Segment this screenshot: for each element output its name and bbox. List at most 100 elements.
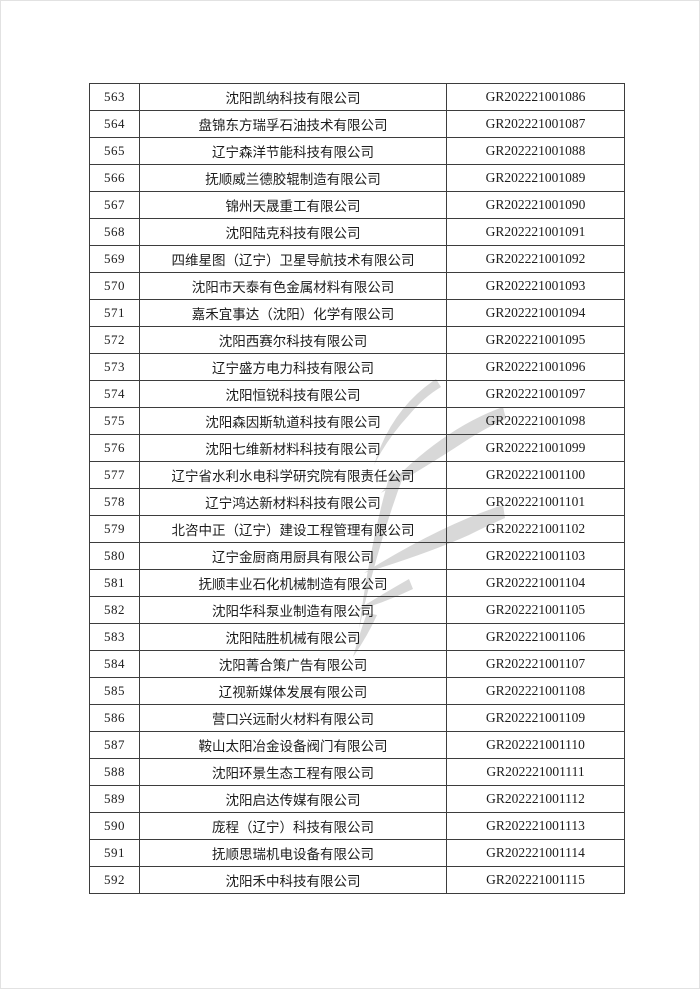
certificate-code: GR202221001092 bbox=[446, 245, 625, 273]
certificate-code: GR202221001114 bbox=[446, 839, 625, 867]
certificate-code: GR202221001103 bbox=[446, 542, 625, 570]
row-number: 588 bbox=[89, 758, 140, 786]
company-name: 嘉禾宜事达（沈阳）化学有限公司 bbox=[139, 299, 447, 327]
company-name: 沈阳森因斯轨道科技有限公司 bbox=[139, 407, 447, 435]
table-row: 574 沈阳恒锐科技有限公司 GR202221001097 bbox=[89, 380, 625, 408]
certificate-code: GR202221001089 bbox=[446, 164, 625, 192]
company-name: 抚顺丰业石化机械制造有限公司 bbox=[139, 569, 447, 597]
table-row: 585 辽视新媒体发展有限公司 GR202221001108 bbox=[89, 677, 625, 705]
table-row: 578 辽宁鸿达新材料科技有限公司 GR202221001101 bbox=[89, 488, 625, 516]
company-name: 辽宁鸿达新材料科技有限公司 bbox=[139, 488, 447, 516]
certificate-code: GR202221001094 bbox=[446, 299, 625, 327]
row-number: 570 bbox=[89, 272, 140, 300]
certificate-table: 563 沈阳凯纳科技有限公司 GR202221001086 564 盘锦东方瑞孚… bbox=[89, 83, 625, 894]
table-row: 589 沈阳启达传媒有限公司 GR202221001112 bbox=[89, 785, 625, 813]
certificate-code: GR202221001087 bbox=[446, 110, 625, 138]
company-name: 沈阳华科泵业制造有限公司 bbox=[139, 596, 447, 624]
table-row: 586 营口兴远耐火材料有限公司 GR202221001109 bbox=[89, 704, 625, 732]
certificate-code: GR202221001098 bbox=[446, 407, 625, 435]
certificate-code: GR202221001101 bbox=[446, 488, 625, 516]
table-row: 587 鞍山太阳冶金设备阀门有限公司 GR202221001110 bbox=[89, 731, 625, 759]
company-name: 沈阳陆克科技有限公司 bbox=[139, 218, 447, 246]
table-row: 584 沈阳菁合策广告有限公司 GR202221001107 bbox=[89, 650, 625, 678]
company-name: 辽宁金厨商用厨具有限公司 bbox=[139, 542, 447, 570]
certificate-code: GR202221001104 bbox=[446, 569, 625, 597]
company-name: 沈阳禾中科技有限公司 bbox=[139, 866, 447, 894]
table-row: 567 锦州天晟重工有限公司 GR202221001090 bbox=[89, 191, 625, 219]
certificate-code: GR202221001102 bbox=[446, 515, 625, 543]
table-row: 566 抚顺威兰德胶辊制造有限公司 GR202221001089 bbox=[89, 164, 625, 192]
table-row: 565 辽宁森洋节能科技有限公司 GR202221001088 bbox=[89, 137, 625, 165]
table-row: 577 辽宁省水利水电科学研究院有限责任公司 GR202221001100 bbox=[89, 461, 625, 489]
company-name: 庞程（辽宁）科技有限公司 bbox=[139, 812, 447, 840]
table-body: 563 沈阳凯纳科技有限公司 GR202221001086 564 盘锦东方瑞孚… bbox=[89, 83, 625, 894]
row-number: 564 bbox=[89, 110, 140, 138]
company-name: 沈阳七维新材料科技有限公司 bbox=[139, 434, 447, 462]
row-number: 573 bbox=[89, 353, 140, 381]
company-name: 鞍山太阳冶金设备阀门有限公司 bbox=[139, 731, 447, 759]
company-name: 盘锦东方瑞孚石油技术有限公司 bbox=[139, 110, 447, 138]
company-name: 辽宁森洋节能科技有限公司 bbox=[139, 137, 447, 165]
row-number: 571 bbox=[89, 299, 140, 327]
row-number: 575 bbox=[89, 407, 140, 435]
company-name: 抚顺威兰德胶辊制造有限公司 bbox=[139, 164, 447, 192]
table-row: 568 沈阳陆克科技有限公司 GR202221001091 bbox=[89, 218, 625, 246]
certificate-code: GR202221001109 bbox=[446, 704, 625, 732]
company-name: 锦州天晟重工有限公司 bbox=[139, 191, 447, 219]
company-name: 四维星图（辽宁）卫星导航技术有限公司 bbox=[139, 245, 447, 273]
certificate-code: GR202221001100 bbox=[446, 461, 625, 489]
table-row: 583 沈阳陆胜机械有限公司 GR202221001106 bbox=[89, 623, 625, 651]
table-row: 590 庞程（辽宁）科技有限公司 GR202221001113 bbox=[89, 812, 625, 840]
row-number: 585 bbox=[89, 677, 140, 705]
certificate-code: GR202221001088 bbox=[446, 137, 625, 165]
certificate-code: GR202221001108 bbox=[446, 677, 625, 705]
certificate-code: GR202221001096 bbox=[446, 353, 625, 381]
company-name: 沈阳凯纳科技有限公司 bbox=[139, 83, 447, 111]
certificate-code: GR202221001090 bbox=[446, 191, 625, 219]
table-row: 579 北咨中正（辽宁）建设工程管理有限公司 GR202221001102 bbox=[89, 515, 625, 543]
company-name: 沈阳环景生态工程有限公司 bbox=[139, 758, 447, 786]
company-name: 辽宁省水利水电科学研究院有限责任公司 bbox=[139, 461, 447, 489]
certificate-code: GR202221001095 bbox=[446, 326, 625, 354]
row-number: 568 bbox=[89, 218, 140, 246]
certificate-code: GR202221001110 bbox=[446, 731, 625, 759]
company-name: 沈阳启达传媒有限公司 bbox=[139, 785, 447, 813]
company-name: 辽视新媒体发展有限公司 bbox=[139, 677, 447, 705]
company-name: 沈阳西赛尔科技有限公司 bbox=[139, 326, 447, 354]
table-row: 580 辽宁金厨商用厨具有限公司 GR202221001103 bbox=[89, 542, 625, 570]
certificate-code: GR202221001091 bbox=[446, 218, 625, 246]
row-number: 591 bbox=[89, 839, 140, 867]
row-number: 576 bbox=[89, 434, 140, 462]
row-number: 569 bbox=[89, 245, 140, 273]
row-number: 582 bbox=[89, 596, 140, 624]
row-number: 592 bbox=[89, 866, 140, 894]
certificate-code: GR202221001097 bbox=[446, 380, 625, 408]
company-name: 沈阳菁合策广告有限公司 bbox=[139, 650, 447, 678]
row-number: 580 bbox=[89, 542, 140, 570]
table-row: 581 抚顺丰业石化机械制造有限公司 GR202221001104 bbox=[89, 569, 625, 597]
row-number: 590 bbox=[89, 812, 140, 840]
row-number: 584 bbox=[89, 650, 140, 678]
company-name: 营口兴远耐火材料有限公司 bbox=[139, 704, 447, 732]
table-row: 570 沈阳市天泰有色金属材料有限公司 GR202221001093 bbox=[89, 272, 625, 300]
table-row: 563 沈阳凯纳科技有限公司 GR202221001086 bbox=[89, 83, 625, 111]
certificate-code: GR202221001112 bbox=[446, 785, 625, 813]
table-row: 571 嘉禾宜事达（沈阳）化学有限公司 GR202221001094 bbox=[89, 299, 625, 327]
table-row: 592 沈阳禾中科技有限公司 GR202221001115 bbox=[89, 866, 625, 894]
table-row: 591 抚顺思瑞机电设备有限公司 GR202221001114 bbox=[89, 839, 625, 867]
table-row: 575 沈阳森因斯轨道科技有限公司 GR202221001098 bbox=[89, 407, 625, 435]
company-name: 沈阳市天泰有色金属材料有限公司 bbox=[139, 272, 447, 300]
table-row: 564 盘锦东方瑞孚石油技术有限公司 GR202221001087 bbox=[89, 110, 625, 138]
row-number: 567 bbox=[89, 191, 140, 219]
certificate-code: GR202221001105 bbox=[446, 596, 625, 624]
row-number: 577 bbox=[89, 461, 140, 489]
row-number: 563 bbox=[89, 83, 140, 111]
company-name: 沈阳陆胜机械有限公司 bbox=[139, 623, 447, 651]
table-row: 582 沈阳华科泵业制造有限公司 GR202221001105 bbox=[89, 596, 625, 624]
table-row: 576 沈阳七维新材料科技有限公司 GR202221001099 bbox=[89, 434, 625, 462]
row-number: 579 bbox=[89, 515, 140, 543]
certificate-code: GR202221001115 bbox=[446, 866, 625, 894]
company-name: 沈阳恒锐科技有限公司 bbox=[139, 380, 447, 408]
table-row: 573 辽宁盛方电力科技有限公司 GR202221001096 bbox=[89, 353, 625, 381]
